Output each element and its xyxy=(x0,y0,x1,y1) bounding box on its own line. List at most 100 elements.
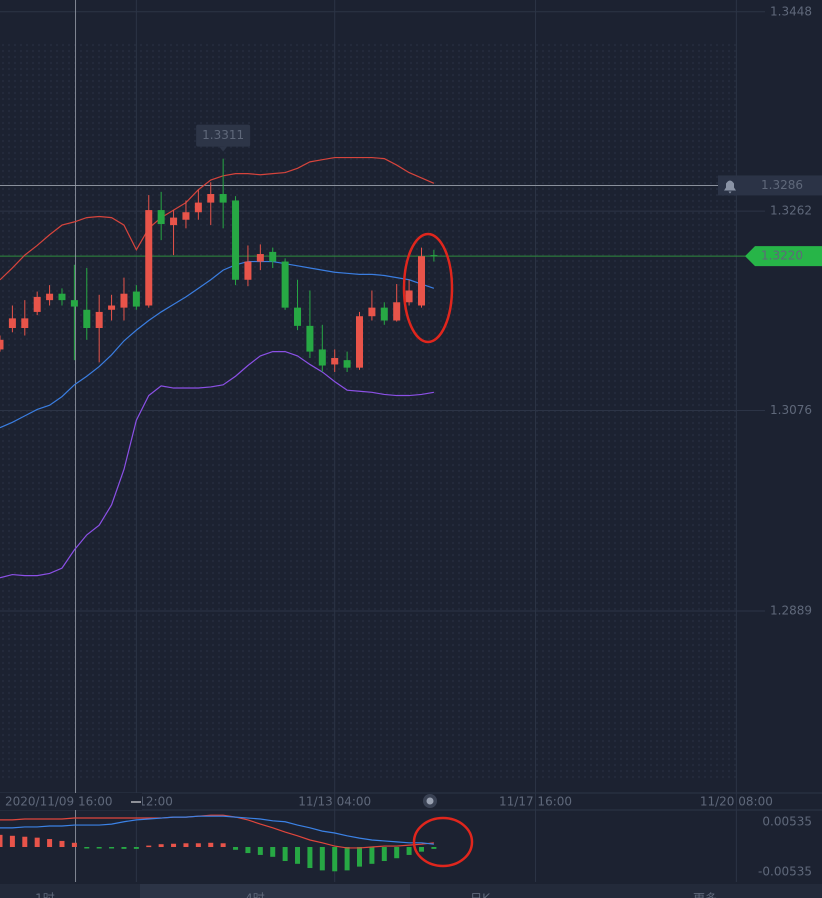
candle-body xyxy=(405,290,413,303)
candle-body xyxy=(182,212,190,220)
histogram-bar xyxy=(418,847,424,852)
y-tick-label: 0.00535 xyxy=(762,815,812,829)
y-tick-label: 1.2889 xyxy=(770,603,812,617)
candle-body xyxy=(46,293,54,301)
histogram-bar xyxy=(9,835,15,848)
histogram-bar xyxy=(233,847,239,850)
y-tick-label: -0.00535 xyxy=(758,865,812,879)
band-line xyxy=(0,350,434,579)
candle-body xyxy=(306,325,314,352)
candle-body xyxy=(368,307,376,317)
candle-body xyxy=(21,318,29,329)
crosshair-price: 1.3286 xyxy=(761,178,803,192)
histogram-bar xyxy=(158,844,164,848)
histogram-bar xyxy=(394,847,400,859)
histogram-bar xyxy=(369,847,375,864)
candle-body xyxy=(281,261,289,308)
histogram-bar xyxy=(96,847,102,849)
tab[interactable]: 更多 xyxy=(693,892,717,898)
histogram-bar xyxy=(431,847,437,849)
crosshair-price-tag xyxy=(718,175,822,196)
last-price: 1.3220 xyxy=(761,249,803,263)
histogram-bar xyxy=(270,847,276,857)
candle-body xyxy=(70,300,78,307)
histogram-bar xyxy=(319,847,325,871)
histogram-bar xyxy=(133,847,139,849)
candle-body xyxy=(95,311,103,329)
high-label-pointer xyxy=(219,146,228,152)
y-tick-label: 1.3262 xyxy=(770,204,812,218)
candle-body xyxy=(58,293,66,301)
histogram-bar xyxy=(171,843,177,848)
histogram-bar xyxy=(22,836,28,848)
histogram-bar xyxy=(257,847,263,855)
histogram-bar xyxy=(245,847,251,854)
candle-body xyxy=(393,302,401,321)
histogram-bar xyxy=(34,837,40,848)
histogram-bar xyxy=(357,847,363,867)
histogram-bar xyxy=(195,843,201,848)
histogram-bar xyxy=(295,847,301,864)
crosshair-date: 2020/11/09 16:00 xyxy=(5,795,113,809)
indicator-line xyxy=(0,815,434,845)
band-line xyxy=(0,156,435,281)
tab[interactable]: 日K xyxy=(470,892,491,898)
candle-body xyxy=(83,309,91,329)
candle-body xyxy=(0,339,4,350)
x-tick-label: 11/13 04:00 xyxy=(298,795,371,809)
histogram-bar xyxy=(406,847,412,855)
histogram-bar xyxy=(344,847,350,871)
candle-body xyxy=(356,316,364,368)
candle-body xyxy=(145,210,153,306)
band-line xyxy=(0,260,435,429)
active-tab[interactable] xyxy=(140,884,410,898)
histogram-bar xyxy=(121,847,127,849)
x-tick-label: 11/17 16:00 xyxy=(499,795,572,809)
last-price-tag xyxy=(745,246,822,267)
candle-body xyxy=(417,256,425,306)
high-label-box xyxy=(196,124,251,147)
histogram-bar xyxy=(282,847,288,862)
candle-body xyxy=(294,307,302,326)
candle-body xyxy=(343,360,351,368)
candle-body xyxy=(194,202,202,213)
histogram-bar xyxy=(0,834,3,848)
candle-body xyxy=(108,305,116,310)
histogram-bar xyxy=(146,845,152,848)
x-tick-label: 11/20 08:00 xyxy=(700,795,773,809)
candle-body xyxy=(207,194,215,203)
highlight-circle xyxy=(412,816,474,868)
histogram-bar xyxy=(381,847,387,862)
high-label: 1.3311 xyxy=(202,128,244,142)
y-tick-label: 1.3448 xyxy=(770,4,812,18)
histogram-bar xyxy=(59,840,65,848)
candle-body xyxy=(232,200,240,280)
candle-body xyxy=(256,254,264,262)
y-tick-label: 1.3076 xyxy=(770,403,812,417)
tab[interactable]: 4时 xyxy=(245,892,265,898)
histogram-bar xyxy=(109,847,115,849)
candle-body xyxy=(430,255,438,257)
tab[interactable]: 1时 xyxy=(35,892,55,898)
candle-body xyxy=(244,261,252,280)
candle-body xyxy=(8,318,16,329)
map-texture xyxy=(0,40,740,780)
histogram-bar xyxy=(84,847,90,849)
crosshair-date-box xyxy=(0,793,142,810)
candle-body xyxy=(120,293,128,308)
alert-bell xyxy=(724,180,736,194)
candle-body xyxy=(318,349,326,366)
candle-body xyxy=(132,291,140,307)
tabs: 1时 4时 日K 更多 xyxy=(35,892,717,898)
histogram-bar xyxy=(71,842,77,848)
histogram-bar xyxy=(208,842,214,848)
candle-body xyxy=(331,358,339,365)
scroll-handle-dot xyxy=(426,797,434,805)
candle-body xyxy=(157,210,165,225)
candle-body xyxy=(219,194,227,203)
candle-body xyxy=(380,307,388,321)
histogram-bar xyxy=(47,839,53,848)
candle-body xyxy=(269,251,277,262)
